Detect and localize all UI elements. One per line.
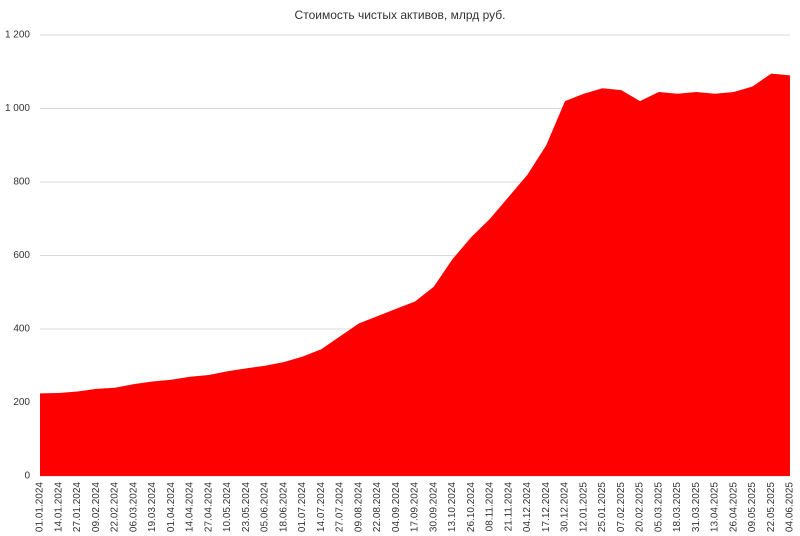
x-tick-label: 31.03.2025	[691, 482, 702, 532]
area	[40, 73, 790, 477]
x-tick-label: 14.01.2024	[53, 482, 64, 532]
x-tick-label: 26.10.2024	[466, 482, 477, 532]
x-tick-label: 27.01.2024	[72, 482, 83, 532]
x-tick-label: 14.07.2024	[316, 482, 327, 532]
y-tick-label: 1 000	[5, 103, 30, 114]
x-tick-label: 22.05.2025	[766, 482, 777, 532]
x-tick-label: 09.08.2024	[353, 482, 364, 532]
x-tick-label: 30.12.2024	[560, 482, 571, 532]
x-tick-label: 18.03.2025	[672, 482, 683, 532]
y-tick-label: 0	[24, 471, 30, 482]
x-tick-label: 05.03.2025	[653, 482, 664, 532]
x-tick-label: 18.06.2024	[278, 482, 289, 532]
x-tick-label: 30.09.2024	[428, 482, 439, 532]
x-tick-label: 04.12.2024	[522, 482, 533, 532]
x-tick-label: 22.08.2024	[372, 482, 383, 532]
x-tick-label: 13.04.2025	[710, 482, 721, 532]
x-tick-label: 04.09.2024	[391, 482, 402, 532]
x-tick-label: 09.05.2025	[747, 482, 758, 532]
x-tick-label: 27.07.2024	[335, 482, 346, 532]
x-tick-label: 19.03.2024	[147, 482, 158, 532]
y-tick-label: 1 200	[5, 30, 30, 41]
x-tick-label: 23.05.2024	[241, 482, 252, 532]
x-tick-label: 05.06.2024	[260, 482, 271, 532]
y-tick-label: 600	[13, 250, 30, 261]
x-tick-label: 08.11.2024	[485, 482, 496, 532]
x-tick-label: 13.10.2024	[447, 482, 458, 532]
y-tick-label: 200	[13, 397, 30, 408]
x-tick-label: 17.12.2024	[541, 482, 552, 532]
x-tick-label: 01.04.2024	[166, 482, 177, 532]
x-tick-label: 07.02.2025	[616, 482, 627, 532]
chart-title: Стоимость чистых активов, млрд руб.	[295, 8, 506, 22]
x-tick-label: 20.02.2025	[635, 482, 646, 532]
y-tick-label: 800	[13, 177, 30, 188]
x-tick-label: 10.05.2024	[222, 482, 233, 532]
x-tick-label: 14.04.2024	[185, 482, 196, 532]
x-tick-label: 01.01.2024	[35, 482, 46, 532]
x-tick-label: 12.01.2025	[578, 482, 589, 532]
x-tick-label: 25.01.2025	[597, 482, 608, 532]
x-tick-label: 21.11.2024	[503, 482, 514, 532]
x-tick-label: 04.06.2025	[785, 482, 796, 532]
x-tick-label: 26.04.2025	[728, 482, 739, 532]
x-tick-label: 09.02.2024	[91, 482, 102, 532]
x-tick-label: 06.03.2024	[128, 482, 139, 532]
x-tick-label: 01.07.2024	[297, 482, 308, 532]
y-tick-label: 400	[13, 324, 30, 335]
x-tick-label: 27.04.2024	[203, 482, 214, 532]
x-tick-label: 17.09.2024	[410, 482, 421, 532]
x-tick-label: 22.02.2024	[110, 482, 121, 532]
